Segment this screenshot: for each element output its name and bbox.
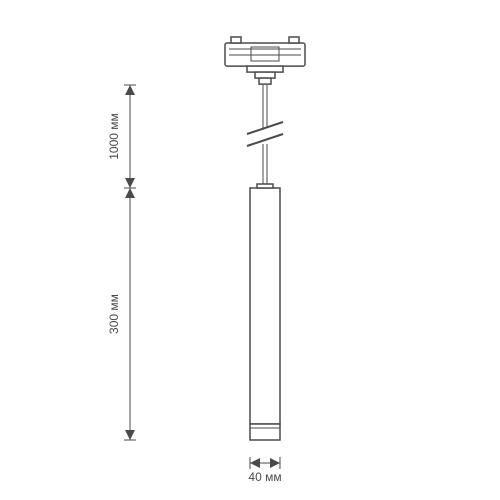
dim-label-cable_length: 1000 мм	[107, 113, 121, 160]
adapter-neck-3	[259, 78, 271, 84]
adapter-clip-left	[231, 37, 241, 43]
dim-label-tube_length: 300 мм	[107, 294, 121, 334]
dim-arrow	[125, 188, 135, 198]
break-mark	[247, 122, 283, 134]
tube-cap	[257, 184, 273, 188]
adapter-neck-1	[247, 66, 283, 72]
dim-arrow	[125, 85, 135, 95]
dim-arrow	[125, 430, 135, 440]
break-mark	[247, 134, 283, 146]
dimension-drawing: 1000 мм 300 мм 40 мм	[0, 0, 500, 500]
dim-arrow	[125, 178, 135, 188]
adapter-neck-2	[255, 72, 275, 78]
dim-arrow	[250, 458, 260, 468]
adapter-clip-right	[289, 37, 299, 43]
dim-arrow	[270, 458, 280, 468]
tube-bezel	[250, 424, 280, 440]
dim-label-tube_width: 40 мм	[248, 470, 281, 484]
lamp-tube	[250, 188, 280, 424]
